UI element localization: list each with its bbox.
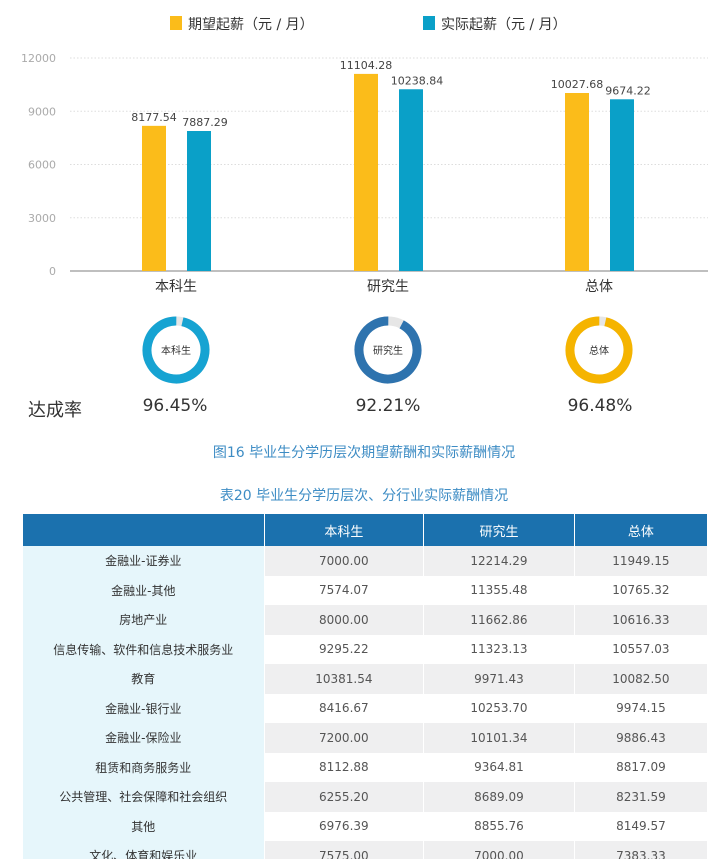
figure-caption: 图16 毕业生分学历层次期望薪酬和实际薪酬情况 [212, 445, 516, 461]
bar-chart: 0 3000 6000 9000 12000 8177.54 7887.29 本科生 11104… [21, 52, 708, 295]
table-row: 公共管理、社会保障和社会组织 6255.20 8689.09 8231.59 [23, 782, 709, 812]
row-label: 金融业-银行业 [23, 693, 265, 723]
donut-label: 总体 [589, 344, 609, 357]
donut-arc [142, 316, 210, 384]
table-row: 其他 6976.39 8855.76 8149.57 [23, 811, 709, 841]
table-cell: 11355.48 [423, 575, 575, 605]
bar [187, 131, 211, 271]
y-tick-label: 0 [49, 265, 56, 278]
row-label: 金融业-证券业 [23, 546, 265, 576]
row-label: 教育 [23, 664, 265, 694]
table-cell: 9971.43 [423, 664, 575, 694]
table-cell: 12214.29 [423, 546, 575, 576]
table-cell: 10381.54 [264, 664, 425, 694]
row-label: 信息传输、软件和信息技术服务业 [23, 634, 265, 664]
table-row: 金融业-银行业 8416.67 10253.70 9974.15 [23, 693, 709, 723]
y-tick-label: 6000 [28, 159, 56, 172]
salary-table: 本科生 研究生 总体 金融业-证券业 7000.00 12214.29 11949.15 金… [23, 514, 709, 859]
table-cell: 10616.33 [574, 605, 709, 635]
data-label: 11104.28 [340, 59, 393, 72]
table-row: 租赁和商务服务业 8112.88 9364.81 8817.09 [23, 752, 709, 782]
achievement-value: 92.21% [355, 396, 421, 416]
legend-swatch-expected [170, 16, 182, 30]
table-row: 文化、体育和娱乐业 7575.00 7000.00 7383.33 [23, 841, 709, 859]
column-header [23, 514, 265, 546]
y-tick-label: 9000 [28, 105, 56, 118]
column-header: 本科生 [264, 514, 425, 546]
table-cell: 8112.88 [264, 752, 425, 782]
table-cell: 7574.07 [264, 575, 425, 605]
table-cell: 9364.81 [423, 752, 575, 782]
bar [399, 89, 423, 271]
table-row: 金融业-其他 7574.07 11355.48 10765.32 [23, 575, 709, 605]
table-caption: 表20 毕业生分学历层次、分行业实际薪酬情况 [219, 488, 509, 504]
table-cell: 10082.50 [574, 664, 709, 694]
table-cell: 6255.20 [264, 782, 425, 812]
achievement-donuts: 本科生 研究生 总体 [142, 316, 633, 384]
table-row: 教育 10381.54 9971.43 10082.50 [23, 664, 709, 694]
table-cell: 8149.57 [574, 811, 709, 841]
x-tick-label: 研究生 [367, 279, 409, 295]
table-row: 金融业-证券业 7000.00 12214.29 11949.15 [23, 546, 709, 576]
achievement-value: 96.45% [142, 396, 208, 416]
donut-label: 研究生 [373, 344, 403, 357]
table-cell: 7000.00 [264, 546, 425, 576]
table-cell: 10557.03 [574, 634, 709, 664]
table-cell: 11323.13 [423, 634, 575, 664]
table-cell: 8689.09 [423, 782, 575, 812]
table-header-row: 本科生 研究生 总体 [23, 514, 709, 546]
table-cell: 10253.70 [423, 693, 575, 723]
table-row: 金融业-保险业 7200.00 10101.34 9886.43 [23, 723, 709, 753]
row-label: 金融业-保险业 [23, 723, 265, 753]
bar [565, 93, 589, 271]
table-cell: 8416.67 [264, 693, 425, 723]
row-label: 文化、体育和娱乐业 [23, 841, 265, 859]
bar [354, 73, 378, 271]
legend-swatch-actual [423, 16, 435, 30]
data-label: 10238.84 [391, 74, 444, 87]
donut-label: 本科生 [161, 344, 191, 357]
y-tick-label: 3000 [28, 212, 56, 225]
row-label: 房地产业 [23, 605, 265, 635]
table-cell: 8817.09 [574, 752, 709, 782]
table-cell: 7000.00 [423, 841, 575, 859]
data-label: 10027.68 [551, 78, 604, 91]
table-cell: 9886.43 [574, 723, 709, 753]
table-cell: 8231.59 [574, 782, 709, 812]
data-label: 9674.22 [605, 84, 651, 97]
row-label: 其他 [23, 811, 265, 841]
y-tick-label: 12000 [21, 52, 56, 65]
table-cell: 8000.00 [264, 605, 425, 635]
table-cell: 7575.00 [264, 841, 425, 859]
legend-label-expected: 期望起薪（元 / 月） [188, 17, 314, 33]
legend-label-actual: 实际起薪（元 / 月） [441, 17, 567, 33]
x-tick-label: 总体 [585, 279, 613, 295]
table-cell: 6976.39 [264, 811, 425, 841]
table-cell: 7200.00 [264, 723, 425, 753]
column-header: 研究生 [423, 514, 575, 546]
data-label: 7887.29 [182, 116, 228, 129]
table-cell: 10765.32 [574, 575, 709, 605]
table-cell: 11662.86 [423, 605, 575, 635]
table-row: 房地产业 8000.00 11662.86 10616.33 [23, 605, 709, 635]
achievement-label: 达成率 [28, 400, 82, 421]
data-label: 8177.54 [131, 111, 177, 124]
table-row: 信息传输、软件和信息技术服务业 9295.22 11323.13 10557.03 [23, 634, 709, 664]
table-cell: 8855.76 [423, 811, 575, 841]
row-label: 公共管理、社会保障和社会组织 [23, 782, 265, 812]
row-label: 租赁和商务服务业 [23, 752, 265, 782]
table-cell: 9974.15 [574, 693, 709, 723]
table-cell: 11949.15 [574, 546, 709, 576]
table-cell: 9295.22 [264, 634, 425, 664]
column-header: 总体 [574, 514, 709, 546]
row-label: 金融业-其他 [23, 575, 265, 605]
achievement-value: 96.48% [567, 396, 633, 416]
x-tick-label: 本科生 [155, 279, 197, 295]
bar [610, 99, 634, 271]
table-cell: 7383.33 [574, 841, 709, 859]
bar [142, 125, 166, 271]
table-cell: 10101.34 [423, 723, 575, 753]
